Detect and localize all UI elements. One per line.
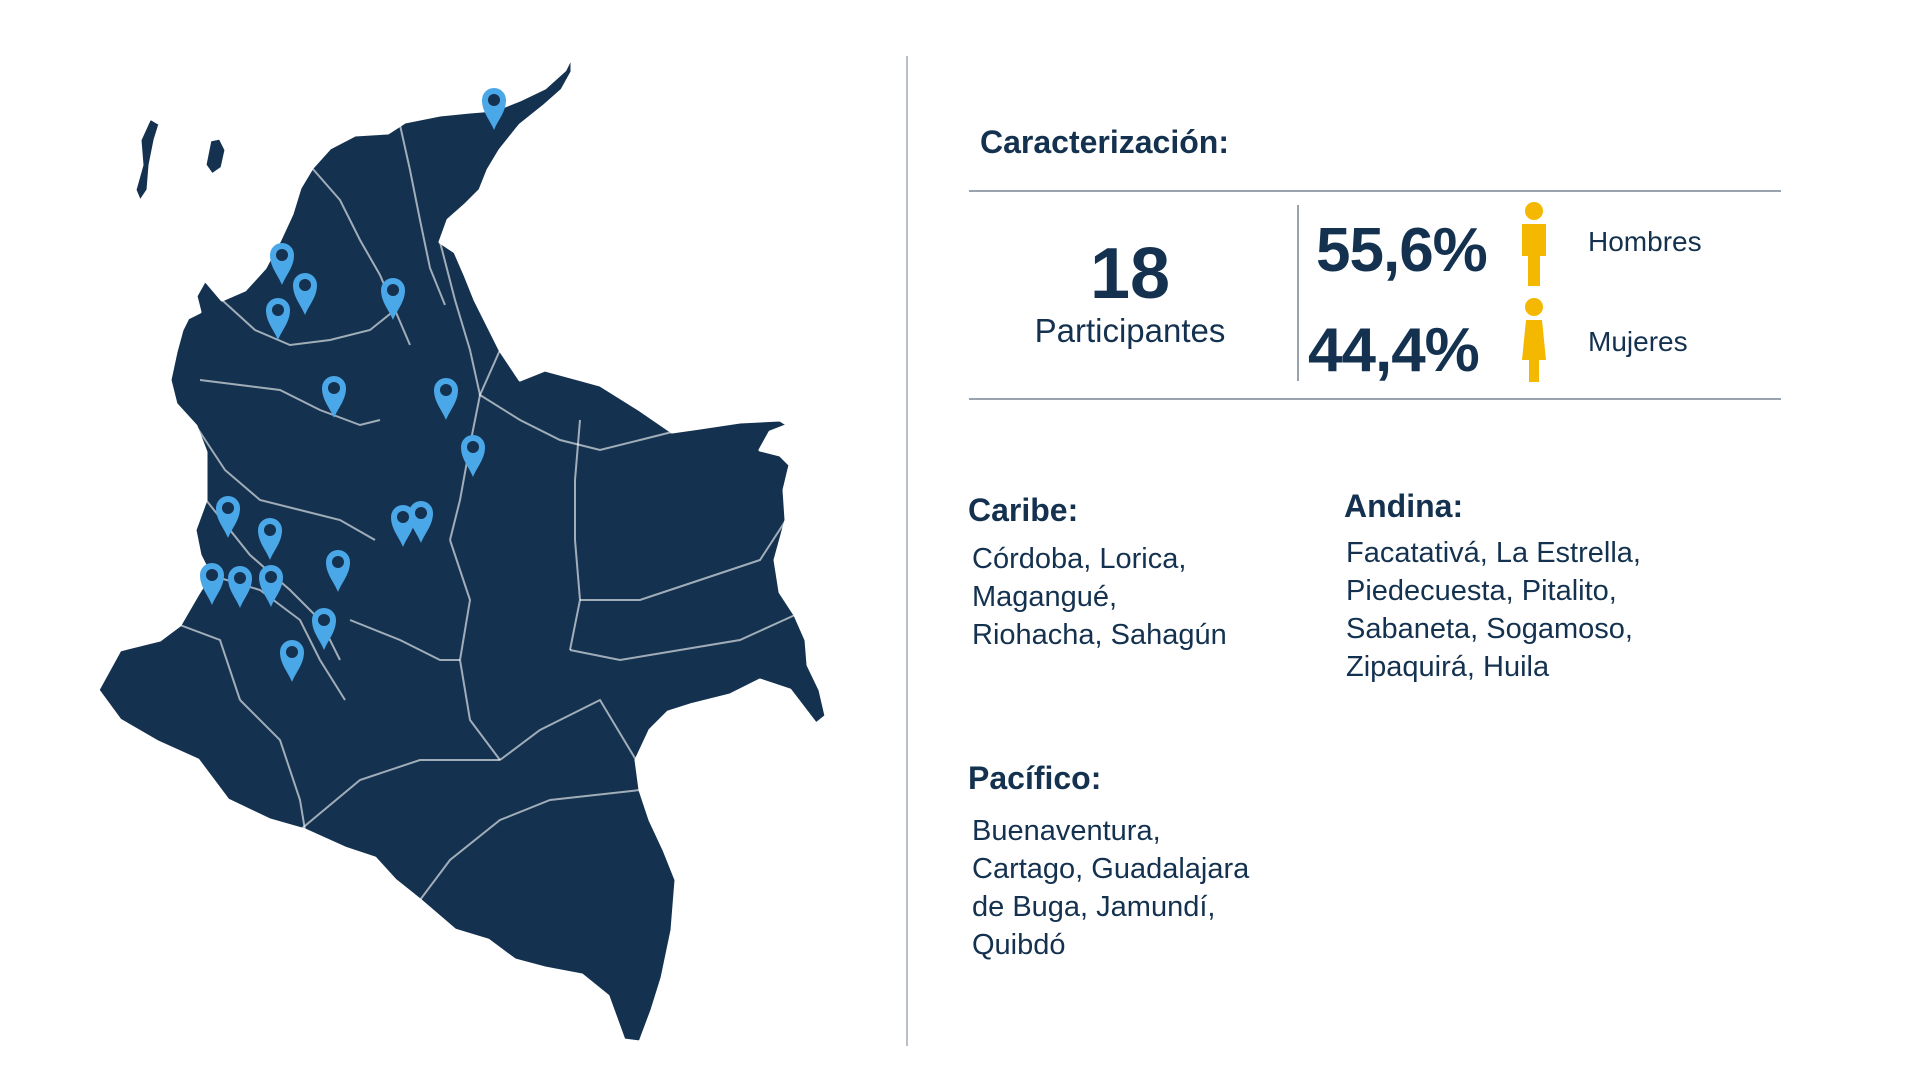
participant-label: Participantes <box>1034 312 1226 349</box>
place-line: Zipaquirá, Huila <box>1346 651 1550 683</box>
place-line: Quibdó <box>972 929 1066 961</box>
map-pin-icon <box>434 378 458 420</box>
vertical-divider <box>906 56 908 1046</box>
women-percentage: 44,4% <box>1308 316 1480 385</box>
colombia-map <box>96 54 828 1044</box>
place-line: Sabaneta, Sogamoso, <box>1346 613 1633 645</box>
man-icon <box>1522 202 1546 286</box>
location-markers <box>200 88 506 682</box>
map-pin-icon <box>293 273 317 315</box>
place-line: Cartago, Guadalajara <box>972 853 1250 885</box>
section-title: Caracterización: <box>980 124 1229 160</box>
region-title-caribe: Caribe: <box>968 492 1079 528</box>
map-pin-icon <box>461 435 485 477</box>
map-pin-icon <box>200 563 224 605</box>
place-line: Riohacha, Sahagún <box>972 619 1227 651</box>
map-pin-icon <box>258 518 282 560</box>
map-pin-icon <box>391 505 415 547</box>
men-percentage: 55,6% <box>1316 216 1488 285</box>
place-line: Piedecuesta, Pitalito, <box>1346 575 1617 607</box>
map-pin-icon <box>326 550 350 592</box>
map-pin-icon <box>322 376 346 418</box>
place-line: Córdoba, Lorica, <box>972 543 1187 575</box>
top-rule <box>969 190 1781 192</box>
map-pin-icon <box>381 278 405 320</box>
map-pin-icon <box>266 298 290 340</box>
region-title-andina: Andina: <box>1344 488 1464 524</box>
map-pin-icon <box>312 608 336 650</box>
map-pin-icon <box>280 640 304 682</box>
region-places-andina: Facatativá, La Estrella, Piedecuesta, Pi… <box>1346 534 1726 686</box>
place-line: Magangué, <box>972 581 1118 613</box>
department-borders <box>179 124 796 901</box>
place-line: Buenaventura, <box>972 815 1161 847</box>
men-label: Hombres <box>1588 226 1702 257</box>
map-pin-icon <box>409 501 433 543</box>
place-line: Facatativá, La Estrella, <box>1346 537 1641 569</box>
bottom-rule <box>969 398 1781 400</box>
region-places-pacifico: Buenaventura, Cartago, Guadalajara de Bu… <box>972 812 1322 964</box>
colombia-territory <box>96 54 828 1044</box>
map-pin-icon <box>259 565 283 607</box>
map-pin-icon <box>270 243 294 285</box>
region-places-caribe: Córdoba, Lorica, Magangué, Riohacha, Sah… <box>972 540 1302 654</box>
women-label: Mujeres <box>1588 326 1688 357</box>
map-pin-icon <box>228 566 252 608</box>
stats-divider <box>1297 205 1299 381</box>
map-pin-icon <box>216 496 240 538</box>
map-pin-icon <box>482 88 506 130</box>
woman-icon <box>1522 298 1546 382</box>
participant-count: 18 <box>1089 234 1171 314</box>
place-line: de Buga, Jamundí, <box>972 891 1216 923</box>
region-title-pacifico: Pacífico: <box>968 760 1102 796</box>
